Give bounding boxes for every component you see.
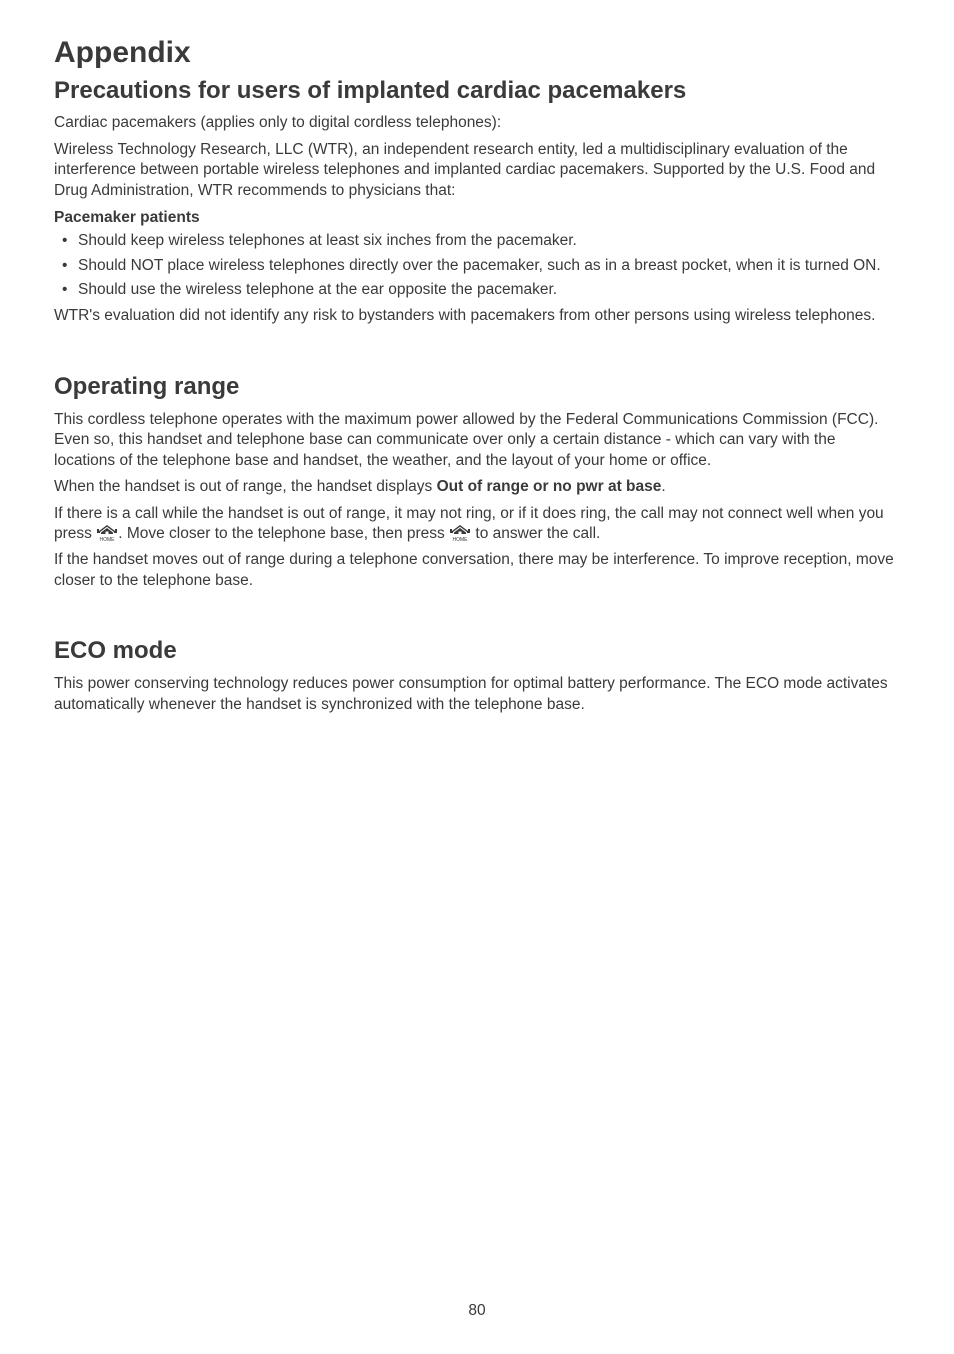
section-title-eco-mode: ECO mode xyxy=(54,637,900,666)
home-icon: HOME xyxy=(96,524,118,542)
text-run: to answer the call. xyxy=(471,525,600,542)
paragraph: Cardiac pacemakers (applies only to digi… xyxy=(54,113,900,133)
section-title-pacemakers: Precautions for users of implanted cardi… xyxy=(54,77,900,106)
document-page: Appendix Precautions for users of implan… xyxy=(0,0,954,715)
page-number: 80 xyxy=(0,1302,954,1320)
text-run: . xyxy=(661,478,665,495)
paragraph: This cordless telephone operates with th… xyxy=(54,410,900,471)
bold-text: Out of range or no pwr at base xyxy=(437,478,662,495)
paragraph: If the handset moves out of range during… xyxy=(54,550,900,591)
appendix-title: Appendix xyxy=(54,36,900,71)
text-run: When the handset is out of range, the ha… xyxy=(54,478,437,495)
subheading-pacemaker-patients: Pacemaker patients xyxy=(54,209,900,227)
section-title-operating-range: Operating range xyxy=(54,373,900,402)
home-icon: HOME xyxy=(449,524,471,542)
list-item: Should NOT place wireless telephones dir… xyxy=(78,256,900,276)
paragraph: Wireless Technology Research, LLC (WTR),… xyxy=(54,140,900,201)
list-item: Should use the wireless telephone at the… xyxy=(78,280,900,300)
home-icon-label: HOME xyxy=(453,537,469,542)
home-icon-label: HOME xyxy=(100,537,116,542)
bullet-list: Should keep wireless telephones at least… xyxy=(54,231,900,300)
paragraph: This power conserving technology reduces… xyxy=(54,674,900,715)
paragraph: When the handset is out of range, the ha… xyxy=(54,477,900,497)
paragraph: If there is a call while the handset is … xyxy=(54,504,900,545)
paragraph: WTR's evaluation did not identify any ri… xyxy=(54,306,900,326)
text-run: . Move closer to the telephone base, the… xyxy=(118,525,449,542)
list-item: Should keep wireless telephones at least… xyxy=(78,231,900,251)
